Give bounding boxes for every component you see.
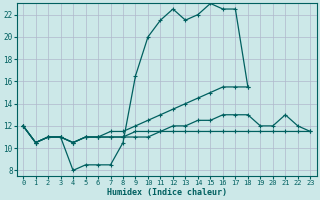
X-axis label: Humidex (Indice chaleur): Humidex (Indice chaleur) [107,188,227,197]
